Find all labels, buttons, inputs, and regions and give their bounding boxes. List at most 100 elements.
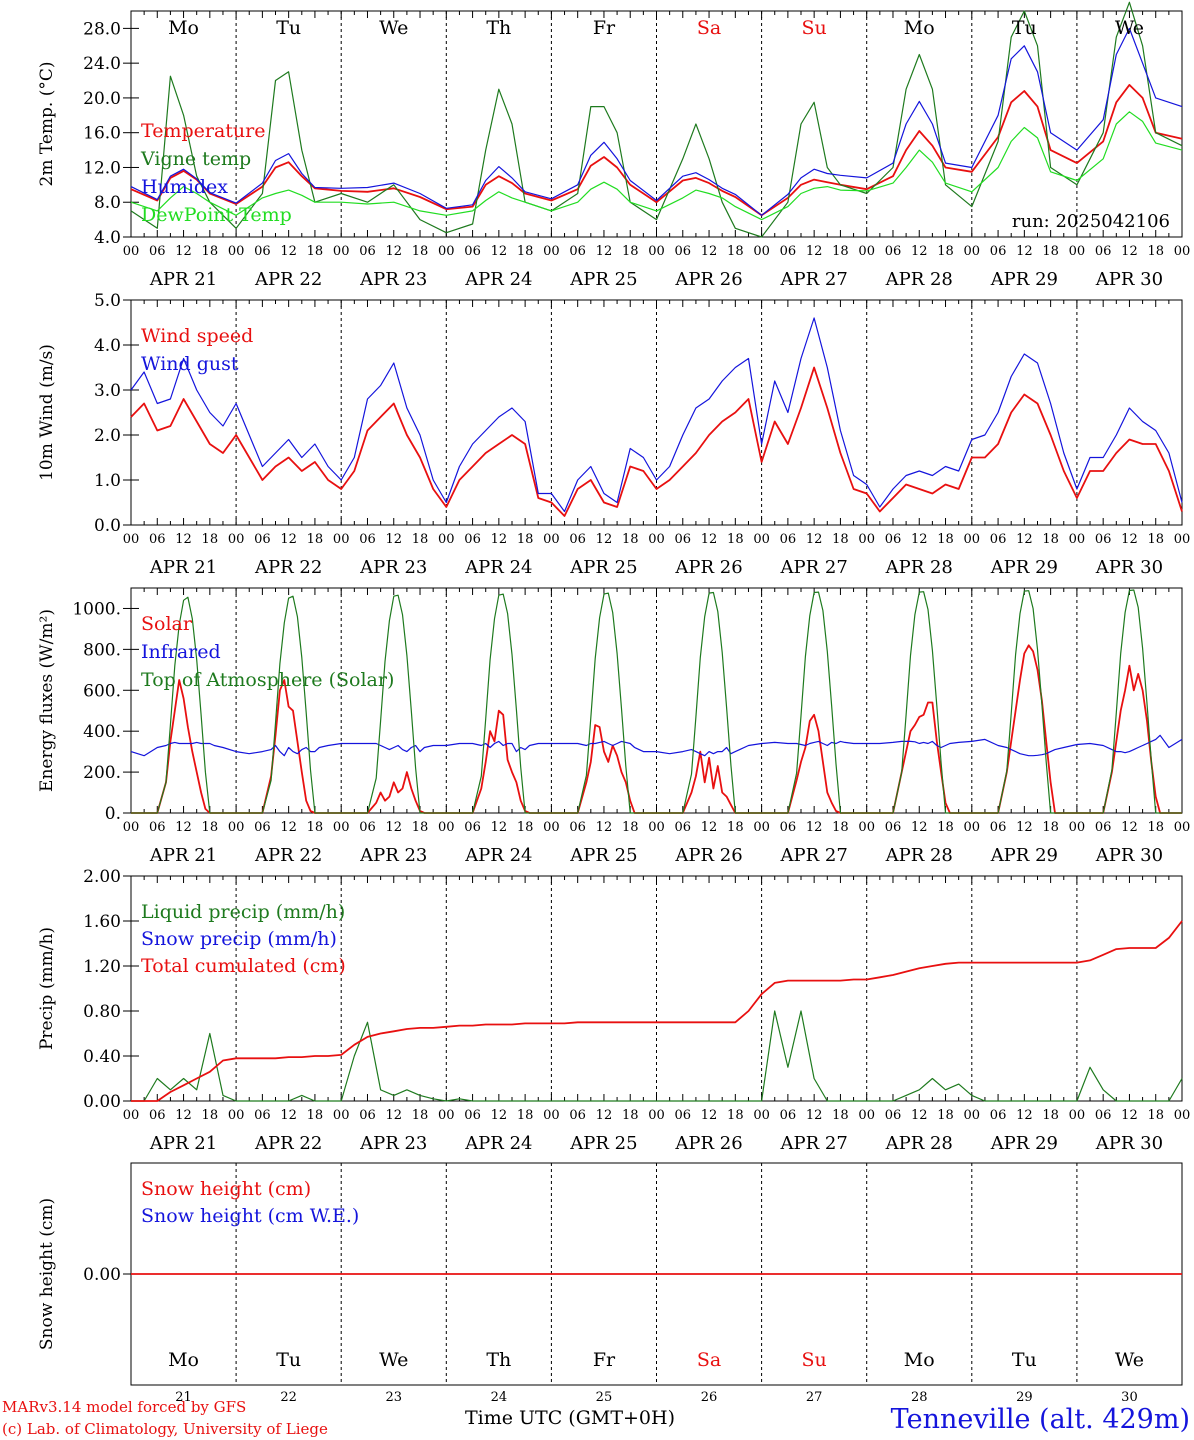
precip-hour-label: 00 xyxy=(1069,1108,1086,1123)
precip-hour-label: 12 xyxy=(1016,1108,1033,1123)
flux-hour-label: 12 xyxy=(701,820,718,835)
flux-legend-entry: Top of Atmosphere (Solar) xyxy=(141,669,394,691)
day-of-week-label: We xyxy=(379,17,408,39)
flux-hour-label: 12 xyxy=(491,820,508,835)
precip-date-label: APR 23 xyxy=(359,1133,427,1154)
flux-panel: 00 06 12 18 00 06 12 18 00 06 12 18 00 06 12 18 00 06 12 18… xyxy=(37,587,1190,866)
day-number-label: 24 xyxy=(491,1390,508,1405)
wind-hour-label: 12 xyxy=(1016,532,1033,547)
precip-hour-label: 18 xyxy=(517,1108,534,1123)
precip-date-label: APR 24 xyxy=(464,1133,532,1154)
wind-date-label: APR 23 xyxy=(359,557,427,578)
flux-hour-label: 00 xyxy=(753,820,770,835)
temp-run-annotation: run: 2025042106 xyxy=(1012,211,1170,232)
wind-y-tick-label: 0.0 xyxy=(94,516,121,536)
precip-series-line xyxy=(131,1010,1183,1102)
temp-legend-entry: Vigne temp xyxy=(140,148,251,170)
precip-hour-label: 12 xyxy=(701,1108,718,1123)
flux-hour-label: 00 xyxy=(858,820,875,835)
wind-y-tick-label: 1.0 xyxy=(94,471,121,491)
temp-hour-label: 00 xyxy=(648,244,665,259)
temp-hour-label: 00 xyxy=(228,244,245,259)
wind-hour-label: 06 xyxy=(254,532,271,547)
flux-y-tick-label: 1000. xyxy=(72,599,121,619)
temp-hour-label: 06 xyxy=(675,244,692,259)
day-of-week-label: Fr xyxy=(593,1349,616,1371)
temp-hour-label: 18 xyxy=(1147,244,1164,259)
wind-hour-label: 12 xyxy=(385,532,402,547)
flux-y-axis-label: Energy fluxes (W/m²) xyxy=(37,609,57,792)
precip-hour-label: 06 xyxy=(990,1108,1007,1123)
flux-hour-label: 06 xyxy=(990,820,1007,835)
precip-hour-label: 06 xyxy=(885,1108,902,1123)
precip-hour-label: 06 xyxy=(359,1108,376,1123)
precip-hour-label: 00 xyxy=(753,1108,770,1123)
snow-legend-entry: Snow height (cm) xyxy=(141,1178,311,1200)
day-number-label: 29 xyxy=(1016,1390,1033,1405)
flux-hour-label: 00 xyxy=(438,820,455,835)
wind-frame xyxy=(130,299,1183,526)
temp-hour-label: 00 xyxy=(1069,244,1086,259)
temp-hour-label: 00 xyxy=(753,244,770,259)
station-name: Tenneville (alt. 429m) xyxy=(891,1404,1190,1435)
wind-date-label: APR 26 xyxy=(674,557,742,578)
day-number-label: 23 xyxy=(385,1390,402,1405)
wind-date-label: APR 29 xyxy=(990,557,1058,578)
wind-hour-label: 00 xyxy=(964,532,981,547)
wind-hour-label: 12 xyxy=(701,532,718,547)
temp-hour-label: 06 xyxy=(149,244,166,259)
precip-hour-label: 12 xyxy=(385,1108,402,1123)
wind-hour-label: 18 xyxy=(202,532,219,547)
temp-y-tick-label: 24.0 xyxy=(83,54,121,74)
precip-hour-label: 00 xyxy=(438,1108,455,1123)
model-credit: MARv3.14 model forced by GFS xyxy=(2,1398,246,1416)
day-of-week-label: Sa xyxy=(697,1349,721,1371)
temp-hour-label: 00 xyxy=(858,244,875,259)
flux-date-label: APR 21 xyxy=(149,845,217,866)
flux-date-label: APR 23 xyxy=(359,845,427,866)
precip-hour-label: 06 xyxy=(464,1108,481,1123)
day-number-label: 28 xyxy=(911,1390,928,1405)
flux-hour-label: 06 xyxy=(149,820,166,835)
temp-hour-label: 12 xyxy=(806,244,823,259)
precip-hour-label: 06 xyxy=(254,1108,271,1123)
temp-y-tick-label: 28.0 xyxy=(83,19,121,39)
flux-hour-label: 06 xyxy=(780,820,797,835)
flux-date-label: APR 29 xyxy=(990,845,1058,866)
precip-hour-label: 06 xyxy=(149,1108,166,1123)
temp-hour-label: 00 xyxy=(333,244,350,259)
precip-date-label: APR 27 xyxy=(780,1133,848,1154)
flux-hour-label: 06 xyxy=(254,820,271,835)
temp-hour-label: 12 xyxy=(1016,244,1033,259)
wind-hour-label: 06 xyxy=(675,532,692,547)
temp-hour-label: 12 xyxy=(701,244,718,259)
day-of-week-label: Mo xyxy=(168,1349,199,1371)
wind-date-label: APR 27 xyxy=(780,557,848,578)
temp-hour-label: 00 xyxy=(123,244,140,259)
temp-y-tick-label: 20.0 xyxy=(83,89,121,109)
precip-panel: 00 06 12 18 00 06 12 18 00 06 12 18 00 06 12 18 00 06 12 18… xyxy=(37,867,1190,1154)
precip-y-tick-label: 0.40 xyxy=(83,1047,121,1067)
wind-legend-entry: Wind speed xyxy=(141,325,253,347)
precip-hour-label: 12 xyxy=(1121,1108,1138,1123)
flux-date-label: APR 26 xyxy=(674,845,742,866)
precip-series-line xyxy=(131,920,1183,1102)
day-of-week-label: Tu xyxy=(276,1349,301,1371)
precip-y-axis-label: Precip (mm/h) xyxy=(37,927,57,1050)
precip-hour-label: 00 xyxy=(648,1108,665,1123)
flux-hour-label: 06 xyxy=(1095,820,1112,835)
temp-hour-label: 18 xyxy=(202,244,219,259)
temp-hour-label: 18 xyxy=(832,244,849,259)
temp-y-axis-label: 2m Temp. (°C) xyxy=(37,61,57,186)
day-number-label: 27 xyxy=(806,1390,823,1405)
temp-hour-label: 00 xyxy=(543,244,560,259)
precip-hour-label: 00 xyxy=(858,1108,875,1123)
temp-y-tick-label: 4.0 xyxy=(94,228,121,248)
day-of-week-label: We xyxy=(379,1349,408,1371)
precip-hour-label: 06 xyxy=(1095,1108,1112,1123)
day-of-week-label: Sa xyxy=(697,17,721,39)
flux-hour-label: 18 xyxy=(1042,820,1059,835)
temp-hour-label: 18 xyxy=(622,244,639,259)
day-of-week-label: We xyxy=(1115,17,1144,39)
precip-date-label: APR 21 xyxy=(149,1133,217,1154)
